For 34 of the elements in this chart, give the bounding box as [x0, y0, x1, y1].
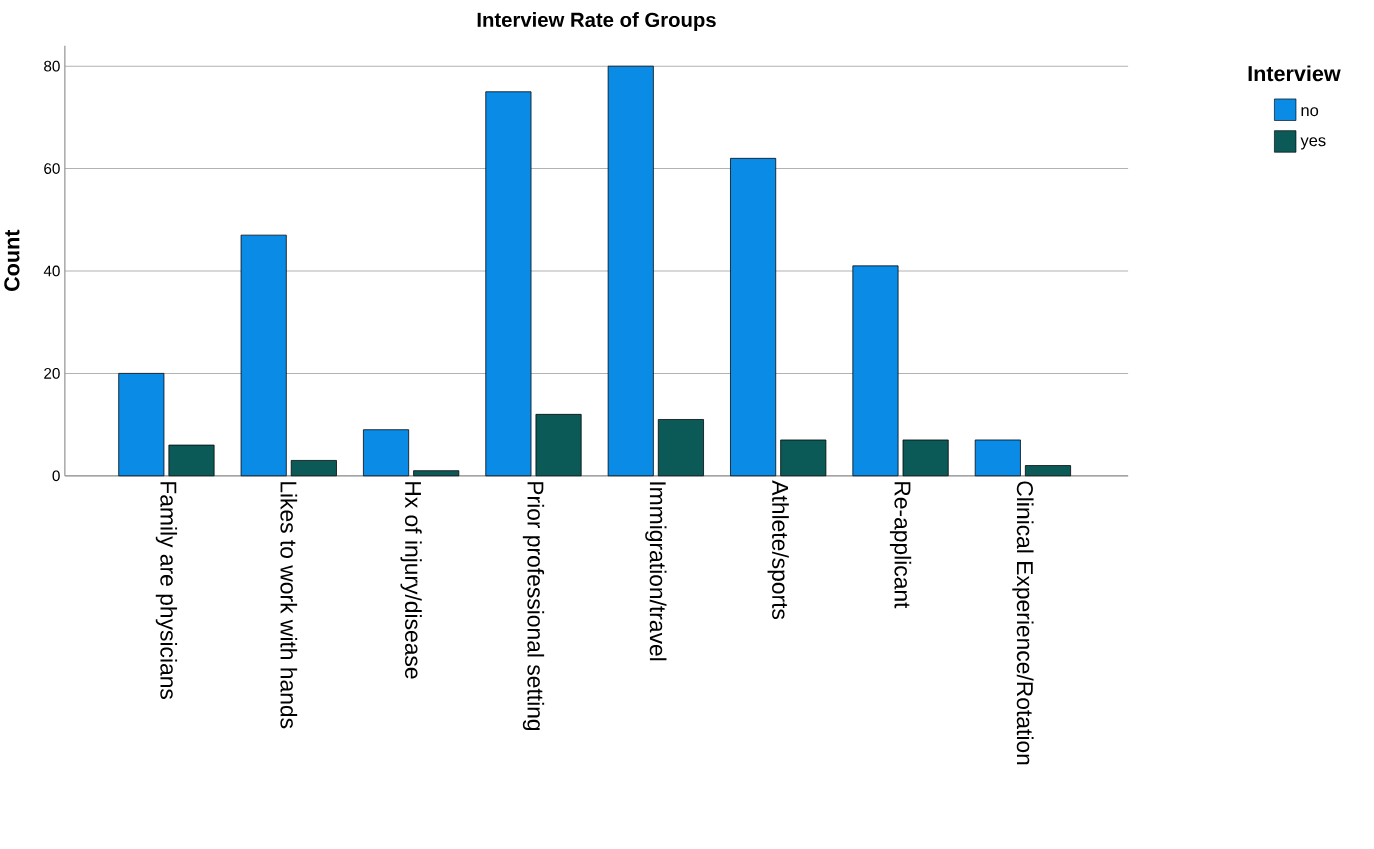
bar [413, 470, 460, 477]
bar [902, 439, 949, 477]
x-tick-label: Likes to work with hands [280, 482, 298, 729]
x-tick-label: Immigration/travel [645, 482, 667, 661]
chart-title: Interview Rate of Groups [477, 12, 716, 32]
bar [240, 234, 287, 477]
legend-label: yes [1300, 137, 1326, 150]
bar [1024, 465, 1071, 477]
legend-title: Interview [1248, 65, 1341, 82]
bar [730, 158, 777, 477]
bar [535, 414, 582, 477]
bar [852, 265, 899, 477]
bar [485, 91, 532, 477]
bar [118, 373, 165, 477]
x-tick-label: Hx of injury/disease [400, 482, 422, 679]
y-tick-label: 20 [44, 368, 60, 379]
x-tick-label: Prior professional setting [522, 482, 545, 731]
x-tick-label: Family are physicians [155, 482, 178, 700]
bar [974, 439, 1021, 477]
bar [607, 65, 654, 477]
y-tick-label: 60 [44, 163, 60, 175]
x-tick-label: Re-applicant [889, 482, 912, 609]
y-tick-label: 40 [43, 265, 60, 277]
x-tick-label: Clinical Experience/Rotation [1012, 481, 1034, 765]
bar [290, 460, 337, 477]
y-tick-label: 80 [44, 60, 60, 72]
bar [363, 429, 410, 477]
legend-label: no [1301, 107, 1319, 117]
y-tick-label: 0 [52, 470, 60, 482]
y-axis-title: Count [4, 229, 20, 292]
bar [168, 444, 215, 477]
bar [657, 419, 704, 477]
x-tick-label: Athlete/sports [767, 480, 789, 620]
bar [780, 439, 827, 477]
